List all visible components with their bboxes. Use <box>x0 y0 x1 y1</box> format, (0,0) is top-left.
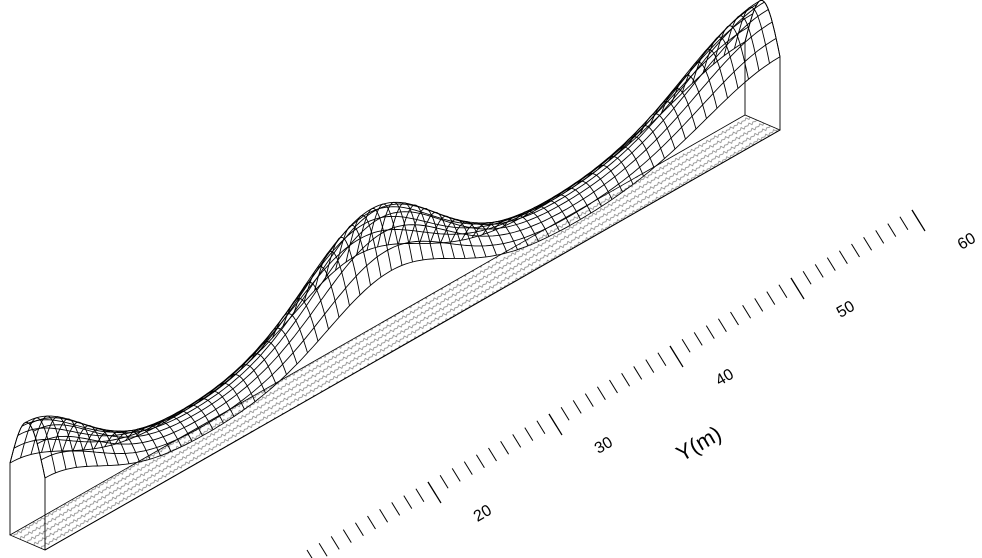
mesh-line <box>273 314 308 353</box>
y-tick-label: 60 <box>955 230 979 254</box>
mesh-line <box>252 342 287 375</box>
tick-mark <box>549 414 562 435</box>
mesh-line <box>714 26 749 79</box>
minor-tick <box>501 441 509 454</box>
tick-mark <box>670 346 683 367</box>
tick-mark <box>428 482 441 503</box>
minor-tick <box>513 434 521 447</box>
minor-tick <box>440 475 448 488</box>
minor-tick <box>718 319 726 332</box>
minor-tick <box>416 489 424 502</box>
minor-tick <box>755 298 763 311</box>
minor-tick <box>839 251 847 264</box>
end-face <box>745 0 780 130</box>
minor-tick <box>537 421 545 434</box>
mesh-line <box>262 328 297 364</box>
mesh-line <box>45 57 780 478</box>
minor-tick <box>380 509 388 522</box>
minor-tick <box>864 237 872 250</box>
y-tick-label: 50 <box>834 298 858 322</box>
minor-tick <box>658 353 666 366</box>
floor <box>10 115 780 550</box>
minor-tick <box>743 305 751 318</box>
mesh-line <box>14 27 749 448</box>
minor-tick <box>852 244 860 257</box>
minor-tick <box>876 230 884 243</box>
mesh-line <box>29 2 764 433</box>
minor-tick <box>573 400 581 413</box>
minor-tick <box>731 312 739 325</box>
page: Y(m) 2030405060 (() => { const data = JS… <box>0 0 982 558</box>
minor-tick <box>694 332 702 345</box>
minor-tick <box>355 523 363 536</box>
minor-tick <box>827 258 835 271</box>
chart: Y(m) 20 30 40 50 60 <box>0 0 982 558</box>
minor-tick <box>610 380 618 393</box>
minor-tick <box>585 394 593 407</box>
mesh-line <box>420 212 455 258</box>
minor-tick <box>900 217 908 230</box>
y-tick-label: 30 <box>592 434 616 458</box>
minor-tick <box>779 285 787 298</box>
mesh-line <box>10 42 745 463</box>
minor-tick <box>319 543 327 556</box>
minor-tick <box>343 530 351 543</box>
tick-mark <box>791 278 804 299</box>
y-tick-label: 40 <box>713 366 737 390</box>
mesh-line <box>37 22 772 444</box>
minor-tick <box>489 448 497 461</box>
minor-tick <box>888 224 896 237</box>
minor-tick <box>404 496 412 509</box>
minor-tick <box>368 516 376 529</box>
tick-mark <box>912 210 925 231</box>
minor-tick <box>331 536 339 549</box>
y-axis-title: Y(m) <box>672 421 726 466</box>
minor-tick <box>452 468 460 481</box>
y-tick-label: 20 <box>471 502 495 526</box>
minor-tick <box>561 407 569 420</box>
minor-tick <box>464 462 472 475</box>
minor-tick <box>706 326 714 339</box>
minor-tick <box>767 292 775 305</box>
minor-tick <box>476 455 484 468</box>
minor-tick <box>622 373 630 386</box>
mesh-line <box>63 422 98 466</box>
minor-tick <box>815 264 823 277</box>
minor-tick <box>597 387 605 400</box>
minor-tick <box>646 360 654 373</box>
minor-tick <box>803 271 811 284</box>
minor-tick <box>525 428 533 441</box>
mesh-line <box>33 10 768 438</box>
minor-tick <box>307 550 315 558</box>
mesh-line <box>304 267 339 318</box>
mesh-line <box>325 237 360 295</box>
mesh-line <box>18 14 753 436</box>
mesh-line <box>241 354 276 385</box>
box-edge <box>45 130 780 550</box>
minor-tick <box>392 502 400 515</box>
minor-tick <box>634 366 642 379</box>
minor-tick <box>682 339 690 352</box>
mesh-line <box>22 5 757 433</box>
mesh-line <box>672 75 707 118</box>
